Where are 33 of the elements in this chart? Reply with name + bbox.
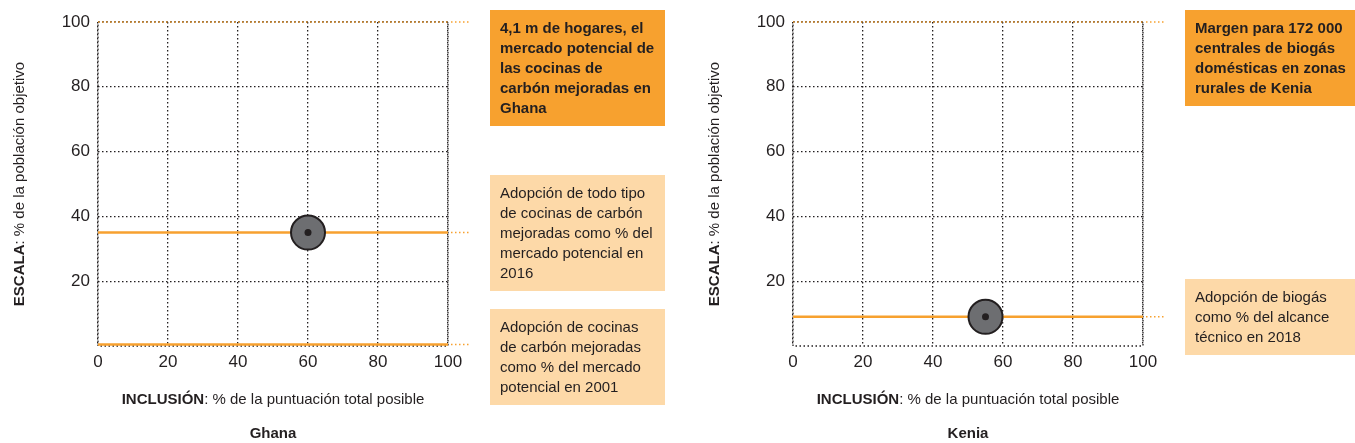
ref-line-label: Adopción de cocinas de carbón mejoradas como % del mercado potencial en 2001 [490, 308, 665, 405]
x-tick-label: 0 [93, 351, 103, 371]
legend-label: 4,1 m de hogares, el mercado potencial de las cocinas de carbón mejoradas en Ghana [490, 10, 665, 126]
y-tick-label: 100 [756, 11, 785, 31]
y-tick-label: 60 [71, 141, 90, 161]
x-tick-label: 80 [1063, 351, 1083, 371]
y-axis-title: ESCALA: % de la población objetivo [10, 61, 28, 307]
y-tick-label: 100 [61, 11, 90, 31]
y-axis-title: ESCALA: % de la población objetivo [705, 61, 723, 307]
y-tick-label: 60 [766, 141, 785, 161]
x-tick-label: 60 [993, 351, 1013, 371]
x-tick-label: 80 [368, 351, 388, 371]
y-tick-label: 20 [766, 270, 785, 290]
x-tick-label: 100 [433, 351, 463, 371]
text: Kenia [947, 424, 990, 442]
ref-line-label: Adopción de biogás como % del alcance técnico en 2018 [1185, 278, 1355, 355]
x-tick-label: 0 [788, 351, 798, 371]
y-tick-label: 80 [71, 76, 90, 96]
x-tick-label: 20 [853, 351, 873, 371]
x-axis-title: INCLUSIÓN: % de la puntuación total posible [816, 390, 1120, 408]
x-tick-label: 100 [1128, 351, 1158, 371]
x-tick-label: 20 [158, 351, 178, 371]
y-tick-label: 20 [71, 270, 90, 290]
legend-label: Margen para 172 000 centrales de biogás domésticas en zonas rurales de Kenia [1185, 10, 1355, 106]
x-tick-label: 40 [923, 351, 943, 371]
x-tick-label: 60 [298, 351, 318, 371]
y-tick-label: 40 [71, 206, 90, 226]
text: Ghana [249, 424, 297, 442]
x-axis-title: INCLUSIÓN: % de la puntuación total posible [121, 390, 425, 408]
y-tick-label: 40 [766, 206, 785, 226]
y-tick-label: 80 [766, 76, 785, 96]
ref-line-label: Adopción de todo tipo de cocinas de carbón mejoradas como % del mercado potencial en 2016 [490, 174, 665, 291]
x-tick-label: 40 [228, 351, 248, 371]
